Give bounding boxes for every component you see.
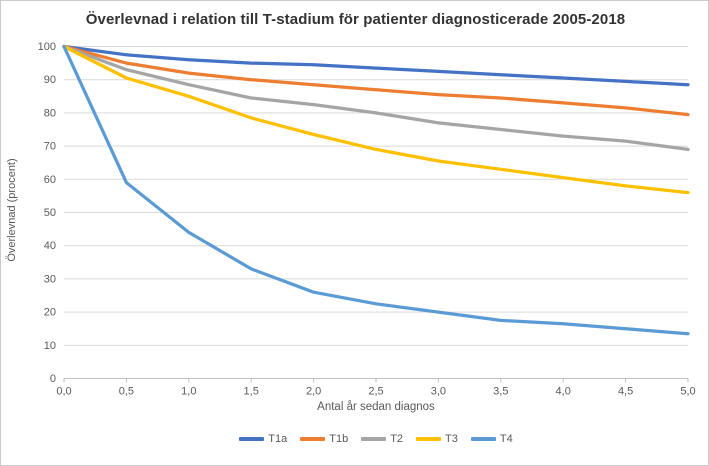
y-tick-label: 70 (44, 141, 56, 153)
legend-item-T4: T4 (470, 433, 513, 445)
y-tick-label: 90 (44, 74, 56, 86)
x-tick-label: 4,5 (618, 386, 633, 398)
x-tick-label: 3,5 (493, 386, 508, 398)
x-tick-label: 1,0 (181, 386, 196, 398)
legend-line-swatch-T1b (300, 437, 326, 441)
legend: T1a T1b T2 T3 T4 (64, 433, 688, 445)
legend-line-swatch-T4 (470, 437, 496, 441)
y-tick-label: 80 (44, 107, 56, 119)
x-tick-label: 0,0 (56, 386, 71, 398)
y-tick-label: 0 (50, 373, 56, 385)
y-tick-label: 60 (44, 174, 56, 186)
y-tick-label: 30 (44, 273, 56, 285)
series-line-T4 (62, 44, 690, 336)
legend-label-T3: T3 (445, 433, 458, 445)
series-line-T1a (62, 44, 690, 87)
y-tick-label: 40 (44, 240, 56, 252)
legend-item-T1b: T1b (300, 433, 348, 445)
legend-line-swatch-T3 (416, 437, 442, 441)
legend-item-T1a: T1a (239, 433, 287, 445)
y-tick-label: 10 (44, 340, 56, 352)
x-tick-label: 2,5 (368, 386, 383, 398)
x-tick-label: 4,0 (556, 386, 571, 398)
x-tick-label: 2,0 (306, 386, 321, 398)
series-line-T1b (62, 44, 690, 117)
x-tick-label: 3,0 (431, 386, 446, 398)
legend-line-swatch-T1a (239, 437, 265, 441)
y-tick-label: 100 (38, 41, 56, 53)
legend-label-T1b: T1b (329, 433, 349, 445)
legend-label-T4: T4 (499, 433, 513, 445)
legend-item-T3: T3 (416, 433, 458, 445)
series-line-T3 (62, 44, 690, 195)
legend-item-T2: T2 (361, 433, 403, 445)
x-tick-label: 5,0 (680, 386, 695, 398)
x-tick-label: 0,5 (119, 386, 134, 398)
y-tick-label: 20 (44, 307, 56, 319)
legend-line-swatch-T2 (361, 437, 387, 441)
legend-label-T1a: T1a (268, 433, 288, 445)
legend-label-T2: T2 (390, 433, 404, 445)
x-tick-label: 1,5 (244, 386, 259, 398)
series-line-T2 (62, 44, 690, 152)
x-axis-title: Antal år sedan diagnos (317, 401, 435, 413)
y-tick-label: 50 (44, 207, 56, 219)
chart-title: Överlevnad i relation till T-stadium för… (85, 11, 626, 28)
